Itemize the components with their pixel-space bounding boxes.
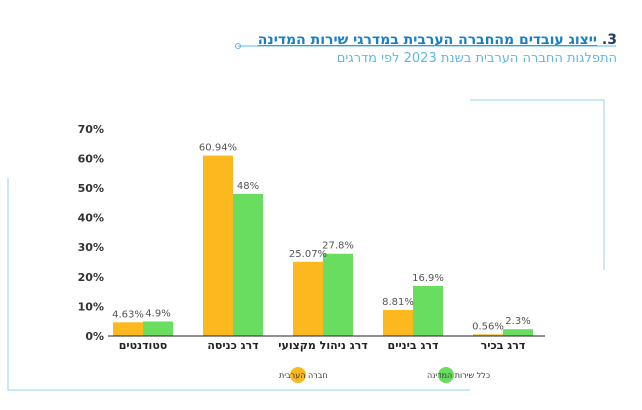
bar-value-label: 60.94% <box>199 143 237 154</box>
bar-value-label: 16.9% <box>412 273 444 284</box>
frame-line-right <box>470 99 605 270</box>
x-category-label: דרג ביניים <box>388 339 439 352</box>
frame-line-left <box>7 178 470 391</box>
legend-label: חברה הערבית <box>279 371 328 380</box>
title-underline-dot <box>235 43 241 49</box>
title-number: 3. <box>601 32 617 48</box>
y-tick-label: 30% <box>78 241 104 254</box>
title-text: ייצוג עובדים מהחברה הערבית במדרגי שירות … <box>257 32 598 48</box>
x-category-label: סטודנטים <box>119 339 168 352</box>
y-tick-label: 0% <box>85 330 104 343</box>
x-category-label: דרג כניסה <box>207 339 258 352</box>
y-tick-label: 70% <box>78 123 104 136</box>
bar-value-label: 48% <box>237 181 259 192</box>
y-tick-label: 50% <box>78 182 104 195</box>
chart-title: 3. ייצוג עובדים מהחברה הערבית במדרגי שיר… <box>258 32 617 48</box>
bar-value-label: 27.8% <box>322 241 354 252</box>
bar <box>323 253 353 336</box>
y-tick-label: 60% <box>78 152 104 165</box>
y-axis: 70% 60% 50% 40% 30% 20% 10% 0% <box>78 123 104 343</box>
bar <box>293 261 323 336</box>
bar <box>113 322 143 336</box>
bar-value-label: 0.56% <box>472 321 504 332</box>
x-category-label: דרג ניהול מקצועי <box>278 339 367 352</box>
legend-label: כלל שירות המדינה <box>427 371 490 380</box>
bar-value-label: 4.63% <box>112 309 144 320</box>
bar <box>413 285 443 336</box>
x-category-label: דרג בכיר <box>481 339 526 352</box>
bar <box>233 193 263 336</box>
bar <box>503 329 533 336</box>
y-tick-label: 40% <box>78 212 104 225</box>
legend-swatch <box>290 367 306 383</box>
bar-value-labels: 4.63% 60.94% 25.07% 8.81% 0.56% 4.9% 48% 27.8% 1… <box>112 143 531 333</box>
chart-subtitle: התפלגות החברה הערבית בשנת 2023 לפי מדרגי… <box>336 51 617 66</box>
bar-value-label: 8.81% <box>382 297 414 308</box>
bar <box>143 321 173 336</box>
y-tick-label: 20% <box>78 271 104 284</box>
legend-swatch <box>438 367 454 383</box>
legend: כלל שירות המדינה חברה הערבית <box>279 367 490 383</box>
bar-value-label: 25.07% <box>289 249 327 260</box>
bar <box>203 155 233 336</box>
bar-value-label: 2.3% <box>505 316 530 327</box>
bar <box>473 334 503 336</box>
bars <box>113 155 533 336</box>
bar <box>383 309 413 336</box>
y-tick-label: 10% <box>78 300 104 313</box>
x-axis: סטודנטים דרג כניסה דרג ניהול מקצועי דרג בינ… <box>108 335 545 352</box>
bar-value-label: 4.9% <box>145 308 170 319</box>
